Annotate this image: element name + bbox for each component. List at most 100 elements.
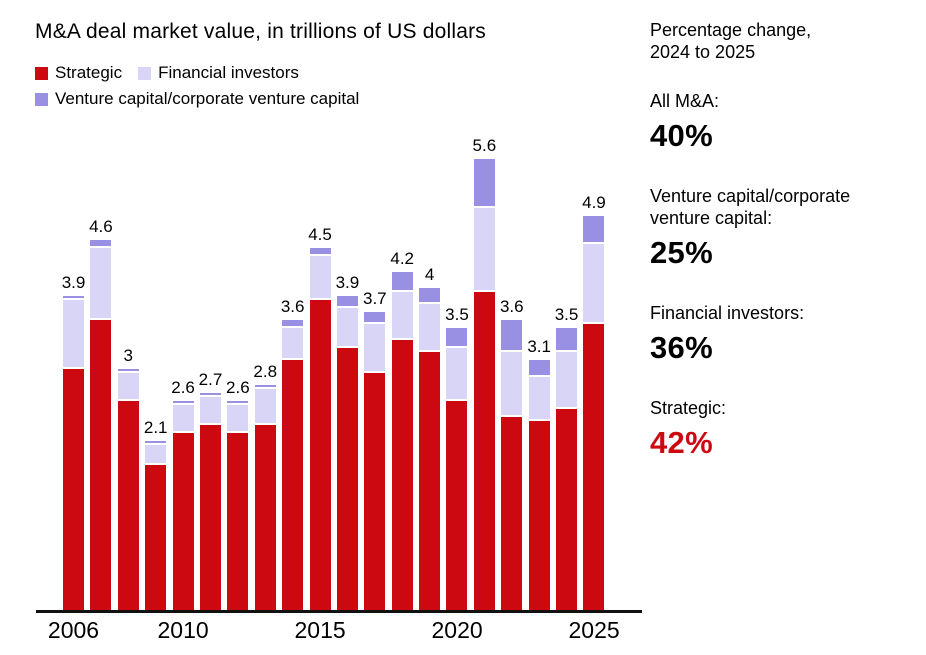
bar-segment-vc-2008 [117, 368, 139, 373]
bar-segment-strategic-2025 [583, 324, 605, 610]
bar-stack-2007 [90, 239, 112, 610]
bar-stack-2019 [419, 288, 441, 610]
bar-segment-strategic-2010 [172, 432, 194, 610]
x-tick-2006: 2006 [47, 617, 100, 643]
x-tick-2020: 2020 [431, 617, 483, 643]
bar-segment-strategic-2024 [556, 408, 578, 610]
panel-item-value-3: 42% [650, 424, 713, 460]
bar-2024: 3.5 [554, 305, 579, 610]
bar-stack-2021 [473, 159, 495, 610]
bar-stack-2011 [199, 392, 221, 610]
bar-2010: 2.6 [171, 378, 195, 610]
bar-segment-financial-2012 [227, 404, 249, 433]
bar-segment-financial-2018 [391, 292, 413, 341]
x-tick-2015: 2015 [294, 617, 346, 643]
bar-segment-strategic-2008 [117, 400, 139, 610]
bar-stack-2006 [63, 296, 84, 610]
bar-total-label-2012: 2.6 [226, 377, 250, 397]
bar-segment-strategic-2016 [336, 348, 358, 610]
bar-2016: 3.9 [335, 273, 360, 610]
bar-segment-strategic-2018 [391, 340, 413, 610]
bar-segment-vc-2012 [227, 400, 249, 405]
bar-total-label-2019: 4 [424, 265, 435, 285]
panel-heading-line2: 2024 to 2025 [650, 41, 756, 62]
panel-item-value-1: 25% [650, 235, 713, 271]
bar-segment-financial-2006 [63, 300, 84, 369]
panel-item-label-1: Venture capital/corporate venture capita… [650, 186, 851, 229]
bar-segment-financial-2014 [282, 328, 304, 361]
bar-segment-vc-2025 [583, 215, 605, 244]
bar-segment-strategic-2017 [364, 372, 386, 610]
bar-total-label-2024: 3.5 [554, 305, 579, 325]
bar-stack-2025 [583, 215, 605, 610]
bar-total-label-2023: 3.1 [527, 337, 551, 357]
bar-segment-financial-2021 [473, 207, 495, 293]
venture-capital-swatch-icon [35, 92, 48, 106]
bar-stack-2024 [556, 328, 578, 610]
panel-items: All M&A: 40% Venture capital/corporate ven… [650, 91, 914, 461]
bar-stack-2013 [254, 384, 276, 610]
bar-segment-strategic-2013 [254, 424, 276, 610]
bar-stack-2009 [145, 440, 167, 610]
bar-2025: 4.9 [582, 193, 606, 610]
bar-2006: 3.9 [62, 273, 85, 610]
bar-segment-financial-2010 [172, 404, 194, 433]
x-tick-2010: 2010 [157, 617, 209, 643]
bar-total-label-2011: 2.7 [198, 369, 223, 389]
bar-stack-2015 [309, 247, 331, 610]
bar-segment-vc-2024 [556, 328, 578, 353]
legend-item-financial-investors: Financial investors [138, 63, 299, 83]
legend-item-strategic: Strategic [35, 63, 122, 83]
bar-segment-financial-2013 [254, 388, 276, 425]
bar-total-label-2018: 4.2 [390, 248, 415, 268]
bar-stack-2020 [446, 328, 468, 610]
strategic-swatch-icon [35, 66, 48, 80]
bar-segment-financial-2022 [501, 352, 523, 417]
bar-segment-vc-2010 [172, 400, 194, 405]
bar-segment-vc-2018 [391, 271, 413, 293]
bar-segment-financial-2015 [309, 255, 331, 301]
stacked-bar-chart: 3.9 4.6 3 2.1 2.6 2.7 2.6 2.8 3.6 4.5 3.9 3.7 4.2 4 3.… [36, 130, 642, 643]
bar-stack-2012 [227, 400, 249, 610]
bar-2017: 3.7 [363, 289, 387, 610]
bar-segment-vc-2019 [419, 288, 441, 305]
bar-stack-2018 [391, 271, 413, 610]
bar-total-label-2016: 3.9 [335, 273, 360, 293]
bar-2019: 4 [419, 265, 441, 610]
bar-segment-financial-2011 [199, 396, 221, 425]
chart-title: M&A deal market value, in trillions of U… [35, 20, 486, 43]
bar-segment-vc-2016 [336, 296, 358, 309]
bar-2015: 4.5 [308, 225, 332, 610]
panel-item-label-3: Strategic: [650, 398, 727, 418]
bar-total-label-2020: 3.5 [445, 305, 469, 325]
bar-total-label-2021: 5.6 [472, 136, 497, 156]
bar-2020: 3.5 [445, 305, 469, 610]
bar-segment-financial-2020 [446, 348, 468, 401]
bar-segment-strategic-2011 [199, 424, 221, 610]
bar-segment-financial-2024 [556, 352, 578, 409]
bar-segment-strategic-2022 [501, 416, 523, 610]
panel-item-label-2: Financial investors: [650, 303, 805, 324]
panel-item-2: Financial investors: 36% [650, 303, 914, 366]
bar-segment-financial-2016 [336, 308, 358, 349]
bar-2009: 2.1 [144, 418, 168, 610]
bar-segment-strategic-2014 [282, 360, 304, 610]
bar-segment-vc-2021 [473, 159, 495, 208]
bar-segment-vc-2013 [254, 384, 276, 389]
bar-segment-strategic-2023 [528, 420, 550, 610]
bar-segment-strategic-2007 [90, 320, 112, 610]
panel-heading: Percentage change, 2024 to 2025 [650, 20, 914, 63]
bar-stack-2014 [282, 320, 304, 610]
bar-2018: 4.2 [390, 248, 415, 610]
bar-segment-strategic-2009 [145, 465, 167, 610]
bar-segment-strategic-2006 [63, 368, 84, 610]
bar-segment-vc-2014 [282, 320, 304, 329]
panel-item-1: Venture capital/corporate venture capita… [650, 186, 914, 271]
panel-heading-line1: Percentage change, [650, 20, 812, 40]
legend-row-1: Strategic Financial investors [35, 63, 359, 83]
legend-label-strategic: Strategic [55, 63, 123, 82]
bar-total-label-2007: 4.6 [89, 216, 113, 236]
bar-segment-financial-2017 [364, 324, 386, 373]
bar-stack-2010 [172, 400, 194, 610]
bar-segment-strategic-2020 [446, 400, 468, 610]
